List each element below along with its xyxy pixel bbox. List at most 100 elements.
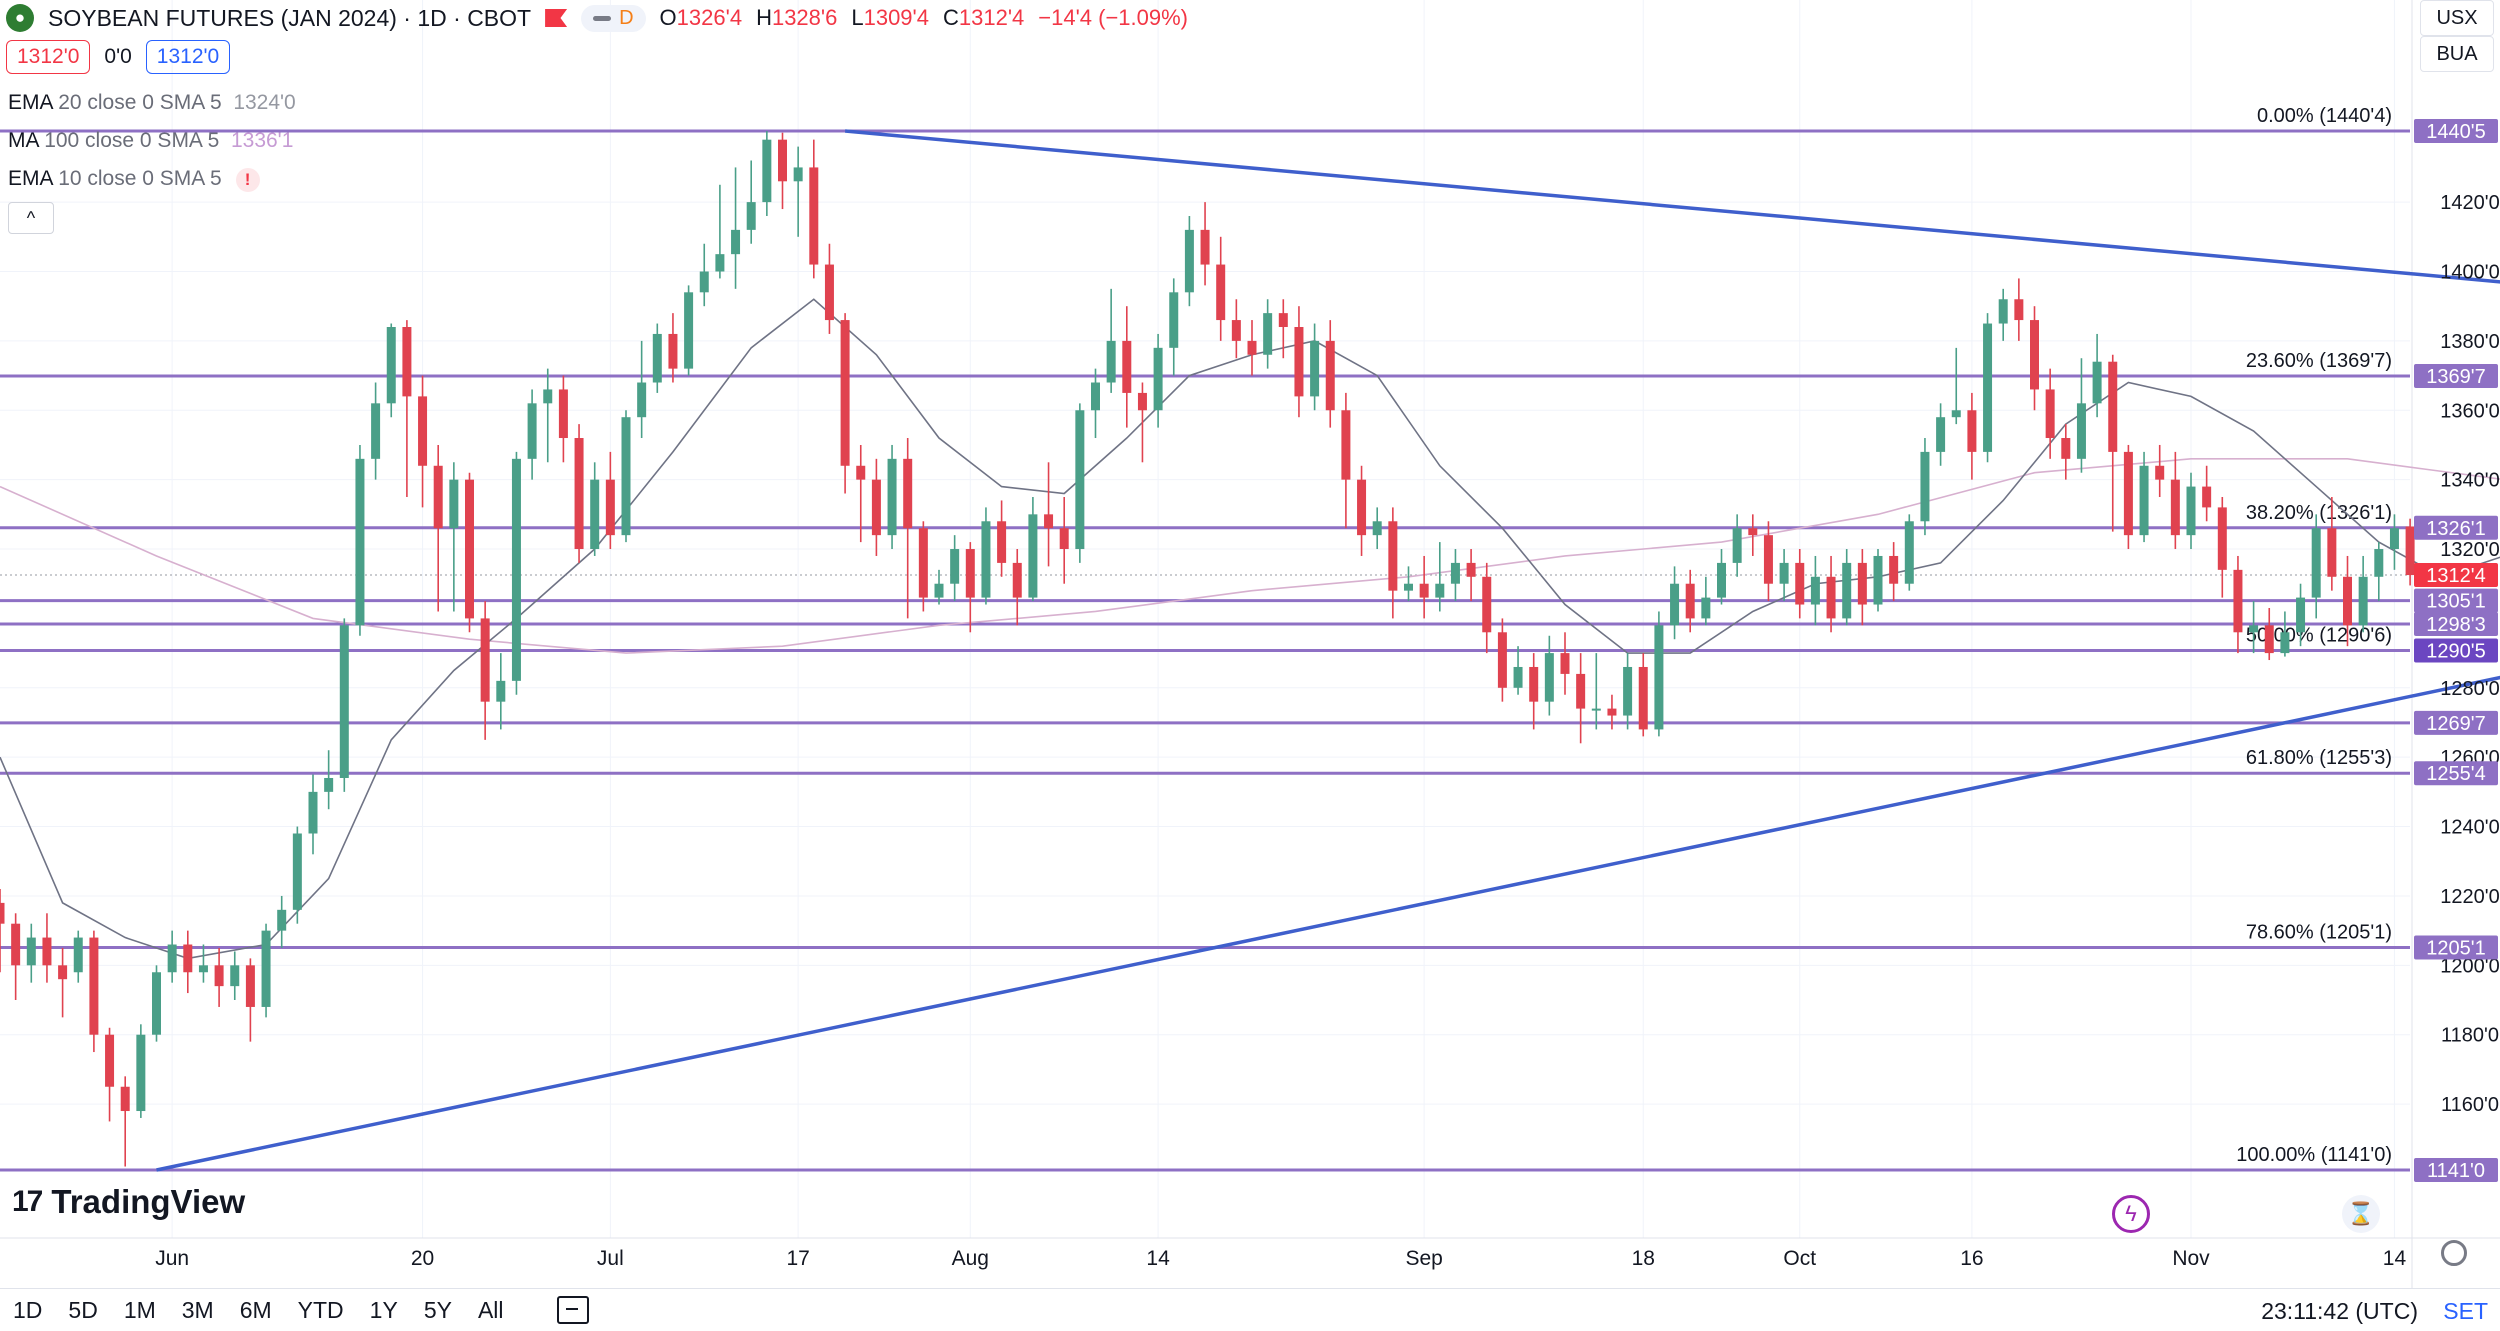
time-tick-label: Aug — [952, 1247, 989, 1270]
candle-body — [762, 140, 771, 202]
candle — [1936, 403, 1945, 465]
candle-body — [2140, 466, 2149, 535]
candle — [2187, 473, 2196, 549]
candle-body — [1232, 320, 1241, 341]
time-axis: Jun20Jul17Aug14Sep18Oct16Nov14Dec1820241… — [155, 1247, 2500, 1270]
candle — [481, 601, 490, 740]
candle — [183, 931, 192, 993]
time-tick-label: Jul — [597, 1247, 624, 1270]
candle — [136, 1024, 145, 1118]
warning-icon[interactable]: ! — [236, 168, 260, 192]
candle-body — [2312, 528, 2321, 597]
candle-body — [981, 521, 990, 597]
candle-body — [1827, 577, 1836, 619]
hourglass-icon[interactable]: ⌛ — [2342, 1195, 2380, 1233]
candle-body — [1701, 598, 1710, 619]
range-ytd-button[interactable]: YTD — [285, 1297, 357, 1324]
candle-body — [1044, 514, 1053, 528]
candle — [1529, 653, 1538, 729]
candle — [496, 653, 505, 729]
candle-body — [2077, 403, 2086, 459]
sell-button[interactable]: 1312'0 — [6, 40, 90, 74]
candle — [1013, 549, 1022, 625]
indicator-ma100[interactable]: MA 100 close 0 SMA 5 1336'1 — [8, 129, 293, 153]
set-button[interactable]: SET — [2443, 1298, 2488, 1325]
symbol-title[interactable]: SOYBEAN FUTURES (JAN 2024) · 1D · CBOT — [48, 5, 531, 32]
buy-button[interactable]: 1312'0 — [146, 40, 230, 74]
time-tick-label: 14 — [1146, 1247, 1170, 1270]
exchange-selector[interactable]: BUA — [2420, 36, 2494, 72]
candle — [89, 931, 98, 1052]
candle-body — [512, 459, 521, 681]
candle — [778, 133, 787, 209]
candle-body — [528, 403, 537, 459]
candle-body — [841, 320, 850, 466]
collapse-legend-button[interactable]: ^ — [8, 202, 54, 234]
candle-body — [1561, 653, 1570, 674]
candle-body — [1357, 480, 1366, 536]
candle-body — [1952, 410, 1961, 417]
range-1d-button[interactable]: 1D — [0, 1297, 55, 1324]
candle — [1592, 653, 1601, 729]
candle — [1780, 549, 1789, 601]
range-3m-button[interactable]: 3M — [169, 1297, 227, 1324]
candle — [2108, 355, 2117, 532]
candle-body — [1874, 556, 1883, 605]
candle — [2233, 556, 2242, 653]
candle — [402, 320, 411, 497]
range-1m-button[interactable]: 1M — [111, 1297, 169, 1324]
candle-body — [2014, 299, 2023, 320]
candle-body — [997, 521, 1006, 563]
candle-body — [1373, 521, 1382, 535]
candle-body — [1670, 584, 1679, 626]
lightning-icon[interactable]: ϟ — [2112, 1195, 2150, 1233]
candle — [1310, 324, 1319, 411]
candle — [825, 244, 834, 334]
candle — [1169, 278, 1178, 375]
candle-body — [809, 167, 818, 264]
candle-body — [1545, 653, 1554, 702]
candle-body — [11, 924, 20, 966]
candle-body — [309, 792, 318, 834]
candle — [1044, 462, 1053, 566]
clock[interactable]: 23:11:42 (UTC) — [2261, 1298, 2418, 1325]
flag-icon[interactable] — [545, 9, 567, 27]
candle — [449, 462, 458, 611]
fib-price-tag: 1440'5 — [2426, 121, 2485, 143]
candle — [1952, 348, 1961, 424]
indicator-ema20[interactable]: EMA 20 close 0 SMA 5 1324'0 — [8, 91, 296, 115]
range-5d-button[interactable]: 5D — [55, 1297, 110, 1324]
range-all-button[interactable]: All — [465, 1297, 517, 1324]
fib-level-label: 61.80% (1255'3) — [2246, 747, 2392, 769]
candle-body — [2155, 466, 2164, 480]
currency-selector[interactable]: USX — [2420, 0, 2494, 36]
bottom-toolbar: 1D 5D 1M 3M 6M YTD 1Y 5Y All 23:11:42 (U… — [0, 1288, 2500, 1331]
calendar-icon[interactable] — [557, 1296, 589, 1324]
candle-body — [1060, 528, 1069, 549]
candle-body — [1075, 410, 1084, 549]
indicator-ema10[interactable]: EMA 10 close 0 SMA 5! — [8, 167, 260, 192]
candle — [684, 285, 693, 375]
candle-body — [215, 965, 224, 986]
symbol-legend[interactable]: ● SOYBEAN FUTURES (JAN 2024) · 1D · CBOT… — [0, 0, 1188, 36]
candle — [575, 424, 584, 563]
candle-body — [794, 167, 803, 181]
trade-buttons: 1312'0 0'0 1312'0 — [6, 40, 230, 74]
candle-body — [700, 271, 709, 292]
time-tick-label: Jun — [155, 1247, 189, 1270]
candle-body — [1154, 348, 1163, 410]
price-tick-label: 1360'0 — [2440, 400, 2499, 422]
candle — [668, 313, 677, 382]
session-pill[interactable]: D — [581, 5, 645, 32]
tradingview-logo[interactable]: 17 TradingView — [12, 1183, 245, 1221]
candle-body — [42, 938, 51, 966]
candle — [1341, 393, 1350, 528]
gear-icon[interactable] — [2441, 1240, 2467, 1266]
range-1y-button[interactable]: 1Y — [357, 1297, 411, 1324]
candle-body — [1999, 299, 2008, 323]
range-5y-button[interactable]: 5Y — [411, 1297, 465, 1324]
change-value: −14'4 (−1.09%) — [1038, 5, 1188, 31]
candle — [2374, 542, 2383, 601]
range-6m-button[interactable]: 6M — [227, 1297, 285, 1324]
